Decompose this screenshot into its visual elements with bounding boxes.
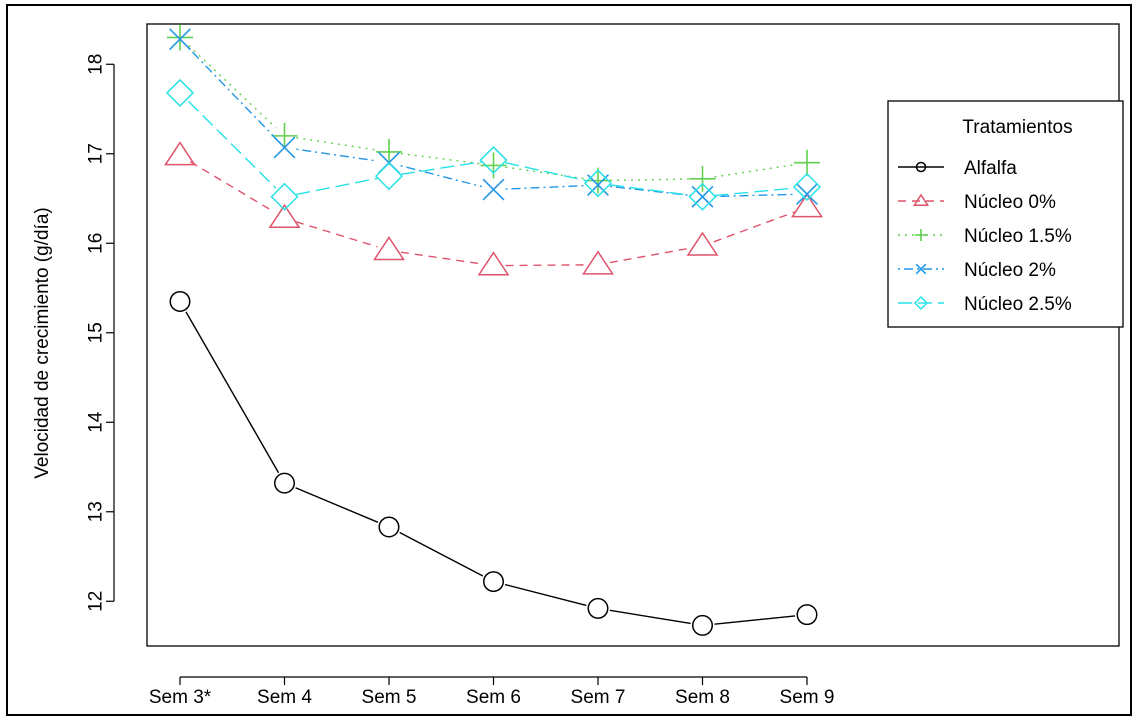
data-point-triangle [792, 194, 821, 216]
y-tick-label: 14 [86, 411, 107, 433]
x-tick-label: Sem 8 [675, 687, 730, 708]
series-line-segment [505, 186, 586, 189]
data-point-x [483, 179, 504, 200]
legend-label: Alfalfa [964, 158, 1017, 179]
data-point-triangle [270, 205, 299, 227]
series-line-segment [505, 585, 586, 606]
data-point-circle [275, 473, 295, 493]
data-point-plus [376, 139, 402, 165]
series-n-cleo-2- [170, 29, 818, 207]
x-tick-label: Sem 6 [466, 687, 521, 708]
data-point-triangle [374, 237, 403, 259]
x-tick-label: Sem 5 [362, 687, 417, 708]
x-tick-label: Sem 7 [571, 687, 626, 708]
y-tick-label: 16 [86, 233, 107, 254]
series-line-segment [714, 212, 796, 242]
series-line-segment [296, 138, 377, 150]
series-line-segment [714, 616, 795, 624]
x-tick-label: Sem 9 [780, 687, 835, 708]
series-line-segment [401, 252, 482, 264]
data-point-circle [484, 572, 504, 592]
series-line-segment [610, 610, 691, 623]
series-line-segment [505, 163, 586, 181]
data-point-triangle [479, 253, 508, 275]
line-chart: 12 13 14 15 16 17 18 Velocidad de crecimiento (… [8, 6, 1130, 714]
series-line-segment [296, 149, 377, 161]
series-line-segment [401, 166, 482, 187]
legend: Tratamientos Alfalfa Núcleo 0% Núcleo 1.5% N… [888, 101, 1123, 327]
data-point-circle [797, 605, 817, 625]
data-point-triangle [688, 233, 717, 255]
series-line-segment [296, 222, 378, 247]
y-tick-label: 13 [86, 501, 107, 522]
series-line-segment [505, 167, 586, 179]
data-point-triangle [583, 252, 612, 274]
chart-frame: 12 13 14 15 16 17 18 Velocidad de crecimiento (… [6, 4, 1132, 716]
data-point-circle [170, 292, 190, 312]
data-point-plus [794, 150, 820, 176]
data-point-diamond [794, 174, 820, 200]
data-point-circle [693, 616, 713, 636]
series-n-cleo-1-5- [167, 24, 820, 193]
legend-label: Núcleo 2% [964, 260, 1056, 281]
y-tick-label: 12 [86, 591, 107, 612]
series-line-segment [188, 48, 276, 139]
x-tick-label: Sem 4 [257, 687, 312, 708]
series-line-segment [296, 488, 378, 523]
series-line-segment [189, 101, 276, 188]
data-point-diamond [376, 163, 402, 189]
y-tick-label: 18 [86, 54, 107, 75]
series-layer [165, 24, 821, 635]
legend-label: Núcleo 1.5% [964, 226, 1072, 247]
legend-title: Tratamientos [962, 117, 1072, 138]
data-point-circle [588, 599, 608, 619]
series-line-segment [714, 165, 795, 177]
series-line-segment [189, 46, 276, 128]
legend-label: Núcleo 2.5% [964, 294, 1072, 315]
data-point-x [797, 184, 818, 205]
series-line-segment [190, 162, 274, 212]
series-line-segment [401, 154, 482, 164]
y-axis-title: Velocidad de crecimiento (g/día) [32, 207, 53, 478]
series-alfalfa [170, 292, 817, 635]
legend-label: Núcleo 0% [964, 192, 1056, 213]
series-line-segment [505, 265, 586, 266]
series-line-segment [401, 162, 482, 174]
y-tick-label: 17 [86, 143, 107, 164]
series-line-segment [610, 185, 691, 195]
data-point-circle [379, 517, 399, 537]
series-line-segment [186, 312, 279, 473]
data-point-triangle [165, 143, 194, 165]
x-tick-label: Sem 3* [149, 687, 212, 708]
series-line-segment [400, 533, 483, 576]
y-tick-label: 15 [86, 322, 107, 343]
series-line-segment [296, 178, 377, 194]
data-point-plus [585, 168, 611, 194]
series-line-segment [610, 179, 691, 180]
data-point-plus [272, 123, 298, 149]
series-line-segment [610, 248, 691, 263]
